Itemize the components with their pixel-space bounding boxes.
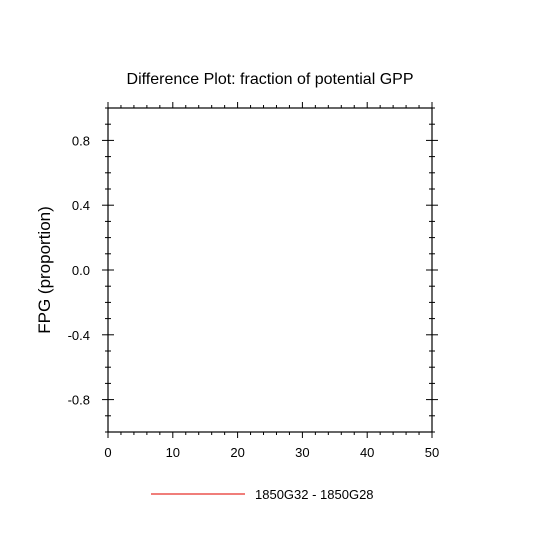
plot-frame bbox=[107, 107, 433, 433]
y-tick-label: 0.4 bbox=[72, 198, 90, 213]
axis-ticks bbox=[102, 102, 438, 438]
y-tick-label: 0.0 bbox=[72, 263, 90, 278]
legend: 1850G32 - 1850G28 bbox=[151, 487, 374, 502]
y-tick-label: -0.4 bbox=[68, 328, 90, 343]
y-tick-label: -0.8 bbox=[68, 393, 90, 408]
chart-title: Difference Plot: fraction of potential G… bbox=[127, 71, 414, 88]
x-tick-label: 0 bbox=[104, 445, 111, 460]
y-axis-label: FPG (proportion) bbox=[35, 206, 54, 334]
x-tick-label: 20 bbox=[230, 445, 244, 460]
legend-entry-label: 1850G32 - 1850G28 bbox=[255, 487, 374, 502]
y-tick-label: 0.8 bbox=[72, 133, 90, 148]
x-tick-label: 40 bbox=[360, 445, 374, 460]
x-tick-label: 50 bbox=[425, 445, 439, 460]
axis-tick-labels: 0 10 20 30 40 50 0.8 0.4 0.0 -0.4 -0.8 bbox=[68, 133, 440, 460]
x-tick-label: 30 bbox=[295, 445, 309, 460]
x-tick-label: 10 bbox=[166, 445, 180, 460]
